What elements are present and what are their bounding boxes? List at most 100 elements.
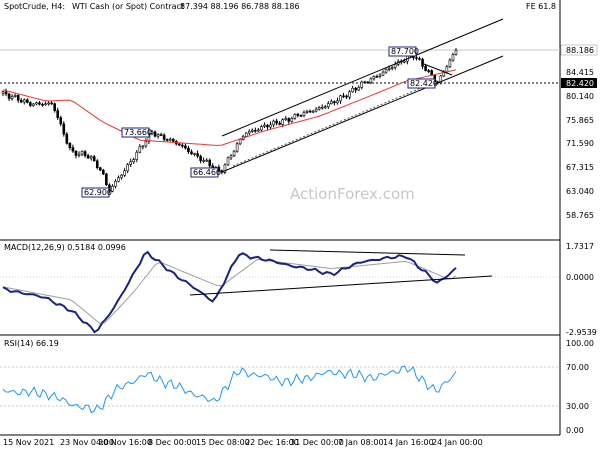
channel-mid-dotted xyxy=(232,82,434,167)
candle-body xyxy=(47,102,50,105)
candle-body xyxy=(19,99,23,103)
time-tick: 24 Jan 00:00 xyxy=(432,438,483,447)
candle-body xyxy=(13,95,17,97)
candle-body xyxy=(202,160,205,162)
macd-line xyxy=(2,250,457,334)
chart-description: WTI Cash (or Spot) Contract xyxy=(72,2,184,11)
time-tick: 22 Dec 16:00 xyxy=(245,438,299,447)
candle-body xyxy=(95,160,99,168)
candle-body xyxy=(153,131,157,137)
time-tick: 14 Jan 16:00 xyxy=(383,438,434,447)
candle-body xyxy=(89,156,93,159)
candle-body xyxy=(378,74,382,77)
candle-body xyxy=(375,76,379,78)
candle-body xyxy=(317,107,321,110)
candle-body xyxy=(421,58,424,67)
candle-body xyxy=(44,103,47,106)
candle-body xyxy=(336,100,339,104)
candle-body xyxy=(38,102,41,105)
macd-tick: 1.7317 xyxy=(566,242,594,251)
candle-body xyxy=(339,95,342,102)
candle-body xyxy=(53,103,56,111)
candle-body xyxy=(254,129,257,132)
candle-body xyxy=(71,147,75,152)
time-tick: 23 Nov 04:00 xyxy=(60,438,114,447)
candle-body xyxy=(208,159,212,167)
price-tick: 63.040 xyxy=(566,187,594,196)
candle-body xyxy=(305,110,309,113)
candle-body xyxy=(193,153,196,155)
candle-body xyxy=(59,117,63,125)
candle-body xyxy=(290,118,294,122)
candle-body xyxy=(35,102,38,105)
candle-body xyxy=(226,157,230,166)
price-axis: 84.415 80.140 75.865 71.590 67.315 63.04… xyxy=(566,68,594,220)
time-tick: 7 Jan 08:00 xyxy=(338,438,384,447)
candle-body xyxy=(171,138,175,142)
rsi-line xyxy=(2,365,457,414)
candle-body xyxy=(430,70,433,76)
candle-body xyxy=(403,60,406,63)
candle-body xyxy=(320,106,324,109)
candle-body xyxy=(141,145,145,148)
candle-body xyxy=(415,57,418,59)
candle-body xyxy=(293,113,297,119)
fe-projection-line xyxy=(423,63,453,76)
svg-text:66.460: 66.460 xyxy=(193,168,221,177)
svg-text:62.900: 62.900 xyxy=(84,188,112,197)
candle-body xyxy=(74,150,78,156)
candle-body xyxy=(132,159,136,163)
candle-body xyxy=(281,119,285,125)
candle-body xyxy=(348,91,351,98)
chart-symbol: SpotCrude, H4: xyxy=(4,2,65,11)
moving-average-line xyxy=(2,69,457,146)
time-tick: 8 Dec 00:00 xyxy=(148,438,197,447)
candle-body xyxy=(229,155,233,159)
candle-body xyxy=(205,159,208,162)
candle-body xyxy=(251,129,254,132)
candle-body xyxy=(272,120,275,126)
time-tick: 15 Nov 2021 xyxy=(3,438,54,447)
candle-body xyxy=(4,91,8,95)
candle-body xyxy=(387,67,391,70)
candle-body xyxy=(223,164,227,173)
fe-label: FE 61.8 xyxy=(526,2,556,11)
candle-body xyxy=(448,59,452,68)
candle-body xyxy=(418,58,421,60)
candle-body xyxy=(427,70,430,72)
price-panel: SpotCrude, H4: WTI Cash (or Spot) Contra… xyxy=(0,0,598,436)
candle-body xyxy=(247,131,251,134)
candle-body xyxy=(184,145,187,149)
candle-body xyxy=(199,155,202,161)
candle-body xyxy=(287,118,291,122)
candle-body xyxy=(263,124,266,127)
candle-body xyxy=(266,124,269,128)
candle-body xyxy=(384,69,388,73)
candle-body xyxy=(390,67,394,69)
label-66460: 66.460 xyxy=(190,167,221,178)
price-tick: 58.765 xyxy=(566,211,594,220)
macd-tick: -2.9539 xyxy=(566,328,597,337)
svg-text:87.700: 87.700 xyxy=(391,47,419,56)
candle-body xyxy=(120,174,123,178)
label-87700: 87.700 xyxy=(388,46,419,57)
candle-body xyxy=(323,106,327,109)
candle-body xyxy=(196,153,199,157)
rsi-label: RSI(14) 66.19 xyxy=(4,339,59,348)
candle-body xyxy=(363,81,367,84)
candle-body xyxy=(275,120,278,124)
candle-body xyxy=(360,81,364,88)
candle-body xyxy=(178,143,181,146)
svg-text:73.660: 73.660 xyxy=(124,128,152,137)
macd-label: MACD(12,26,9) 0.5184 0.0996 xyxy=(4,243,126,252)
candle-body xyxy=(102,169,105,175)
time-tick: 15 Dec 08:00 xyxy=(196,438,250,447)
candle-body xyxy=(86,155,90,159)
label-73660: 73.660 xyxy=(121,127,152,138)
rsi-tick: 70.00 xyxy=(566,363,589,372)
candle-body xyxy=(345,95,348,98)
candle-body xyxy=(327,103,330,108)
candle-body xyxy=(393,64,397,68)
candle-body xyxy=(187,147,190,153)
candle-body xyxy=(80,151,84,155)
